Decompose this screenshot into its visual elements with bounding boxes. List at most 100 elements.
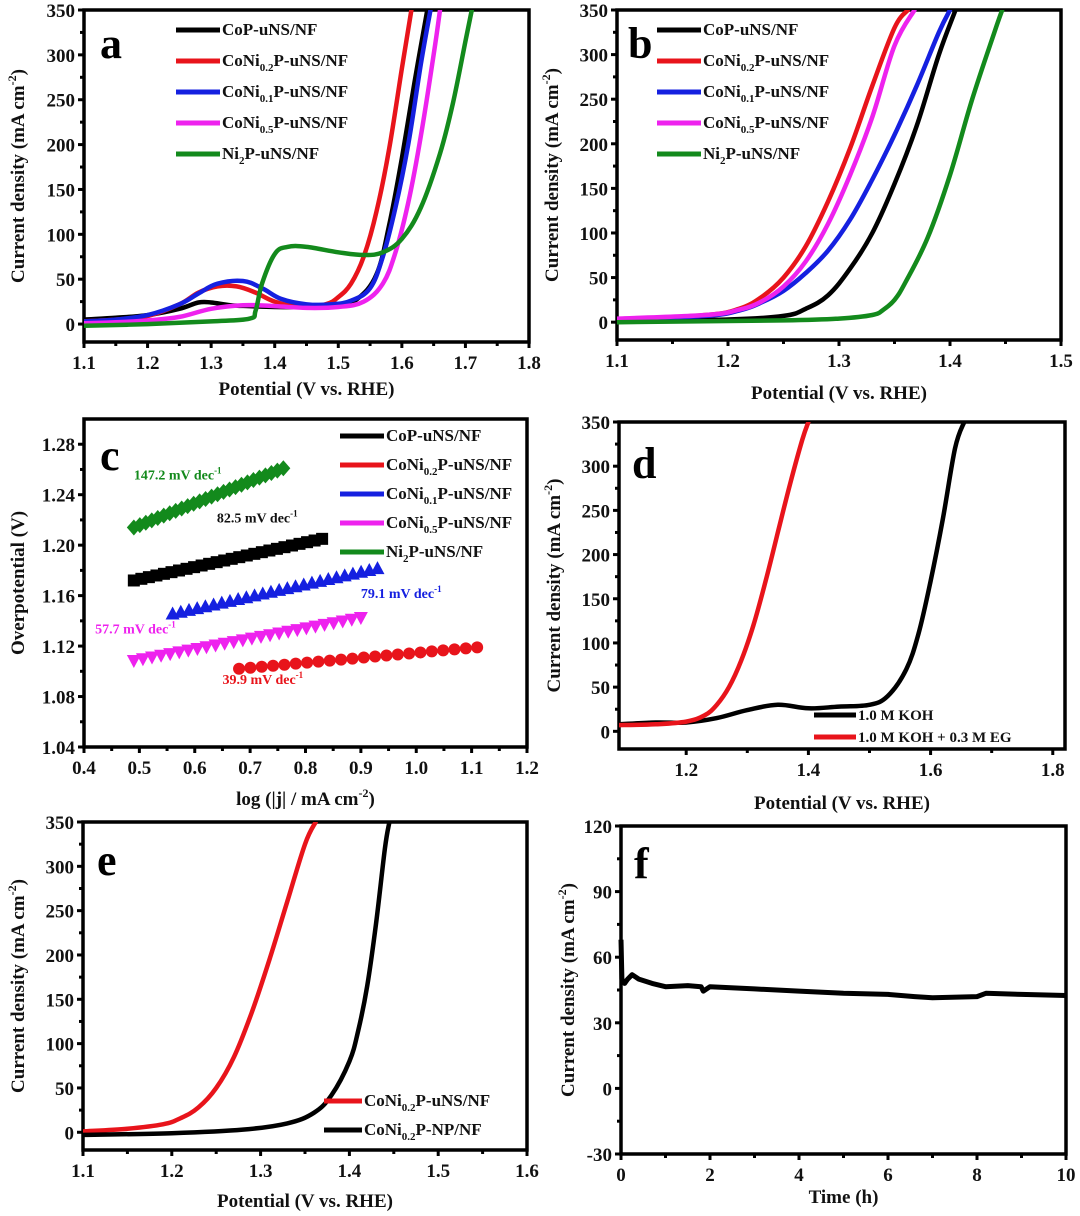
data-point-triangle-down: [181, 644, 196, 658]
data-point-triangle-down: [145, 651, 160, 665]
y-tick-label: 100: [47, 225, 76, 246]
y-axis-title: Overpotential (V): [8, 511, 29, 655]
panel-c: 0.4 0.5 0.6 0.7 0.8 0.9 1.0 1.1 1.2 1.04 1.08 1.12 1…: [8, 417, 539, 810]
y-tick-label: 200: [582, 546, 611, 567]
y-tick-label: 100: [46, 1035, 75, 1056]
x-tick-label: 0.9: [349, 758, 373, 779]
x-tick-label: 1.2: [136, 353, 160, 374]
data-point-circle: [278, 658, 291, 671]
data-point-triangle-down: [253, 630, 268, 644]
data-point-circle: [380, 649, 393, 662]
y-tick-label: 150: [47, 180, 76, 201]
y-tick-label: 90: [593, 883, 612, 904]
data-point-triangle-down: [299, 622, 314, 636]
legend-label-cop: CoP-uNS/NF: [222, 20, 317, 39]
legend-label-coni05: CoNi0.5P-uNS/NF: [222, 113, 348, 136]
y-tick-label: 1.08: [42, 688, 75, 709]
x-tick-label: 1.8: [517, 353, 541, 374]
x-tick-label: 1.1: [71, 1161, 95, 1182]
data-point-triangle-down: [135, 653, 150, 667]
y-tick-label: 100: [582, 634, 611, 655]
x-tick-label: 1.2: [716, 351, 740, 372]
legend-label-coni01: CoNi0.1P-uNS/NF: [386, 484, 512, 507]
y-tick-label: 200: [46, 946, 75, 967]
data-point-triangle-down: [199, 641, 214, 655]
series-line-coni0-2p-uns-nf: [83, 822, 318, 1134]
series-line-ni2p-uns-nf: [617, 10, 1005, 325]
data-point-circle: [357, 651, 370, 664]
y-tick-label: 60: [593, 948, 612, 969]
y-tick-label: 250: [580, 90, 609, 111]
data-point-circle: [459, 642, 472, 655]
x-tick-label: 1.4: [263, 353, 287, 374]
x-tick-label: 1.5: [1049, 351, 1073, 372]
y-tick-label: 350: [582, 413, 611, 434]
y-tick-label: 0: [601, 722, 611, 743]
data-point-triangle-down: [353, 612, 368, 626]
data-point-triangle-down: [226, 636, 241, 650]
data-point-circle: [414, 646, 427, 659]
x-tick-label: 1.3: [827, 351, 851, 372]
y-tick-label: 200: [47, 136, 76, 157]
x-tick-label: 10: [1057, 1165, 1076, 1186]
legend-label-ni2p: Ni2P-uNS/NF: [703, 144, 800, 167]
y-tick-label: 200: [580, 135, 609, 156]
x-tick-label: 1.3: [249, 1161, 273, 1182]
data-point-circle: [233, 662, 246, 675]
x-tick-label: 6: [883, 1165, 893, 1186]
legend-label-ni2p: Ni2P-uNS/NF: [386, 542, 483, 565]
y-tick-label: 0: [603, 1079, 613, 1100]
data-point-diamond: [276, 460, 291, 477]
series-line-coni0-2p-np-nf: [83, 822, 392, 1138]
panel-letter: d: [632, 439, 656, 488]
x-tick-label: 0.4: [72, 758, 96, 779]
x-tick-label: 1.6: [390, 353, 414, 374]
x-tick-label: 1.7: [454, 353, 478, 374]
x-tick-label: 1.5: [326, 353, 350, 374]
legend-label-coni02: CoNi0.2P-uNS/NF: [703, 51, 829, 74]
y-tick-label: 50: [55, 1079, 74, 1100]
legend-label-coni01: CoNi0.1P-uNS/NF: [222, 82, 348, 105]
x-axis-title: Potential (V vs. RHE): [751, 383, 927, 404]
legend-label-euns: CoNi0.2P-uNS/NF: [364, 1091, 490, 1114]
data-point-circle: [346, 652, 359, 665]
data-point-circle: [448, 643, 461, 656]
data-point-triangle-up: [370, 561, 385, 575]
y-tick-label: 350: [580, 1, 609, 22]
data-point-square: [316, 532, 329, 545]
y-tick-label: 150: [46, 990, 75, 1011]
y-tick-label: 1.20: [42, 536, 75, 557]
data-point-triangle-down: [263, 629, 278, 643]
data-point-triangle-down: [126, 654, 141, 668]
x-tick-label: 1.1: [460, 758, 484, 779]
series-coni0-5p-uns-nf: [126, 612, 368, 668]
series-line-ni2p-uns-nf: [84, 10, 475, 329]
x-tick-label: 1.4: [797, 760, 821, 781]
y-axis-title: Current density (mA cm-2): [539, 68, 563, 282]
series-line-1-0-m-koh: [619, 422, 967, 727]
y-tick-label: 100: [580, 224, 609, 245]
y-tick-label: 1.12: [42, 637, 75, 658]
series-line-1-0-m-koh-0-3-m-eg: [619, 422, 811, 728]
panel-d: 1.2 1.4 1.6 1.8 0 50 100 150 200 250 300 350 Potenti…: [541, 413, 1067, 814]
x-tick-label: 0.8: [294, 758, 318, 779]
panel-letter: c: [100, 431, 120, 480]
legend-label-coni01: CoNi0.1P-uNS/NF: [703, 82, 829, 105]
y-tick-label: 250: [46, 902, 75, 923]
y-tick-label: 1.28: [42, 435, 75, 456]
series-line-chronoamperometry: [618, 939, 1067, 1001]
series-cop-uns-nf: [127, 532, 329, 587]
y-axis-title: Current density (mA cm-2): [541, 479, 565, 693]
x-tick-label: 1.5: [426, 1161, 450, 1182]
y-tick-label: 30: [593, 1014, 612, 1035]
y-tick-label: 150: [582, 590, 611, 611]
data-point-triangle-down: [344, 613, 359, 627]
y-tick-label: 250: [47, 91, 76, 112]
legend-label-koheg: 1.0 M KOH + 0.3 M EG: [858, 730, 1012, 746]
y-tick-label: 300: [582, 457, 611, 478]
data-point-triangle-down: [172, 646, 187, 660]
data-point-circle: [425, 645, 438, 658]
y-axis-title: Current density (mA cm-2): [555, 883, 579, 1097]
